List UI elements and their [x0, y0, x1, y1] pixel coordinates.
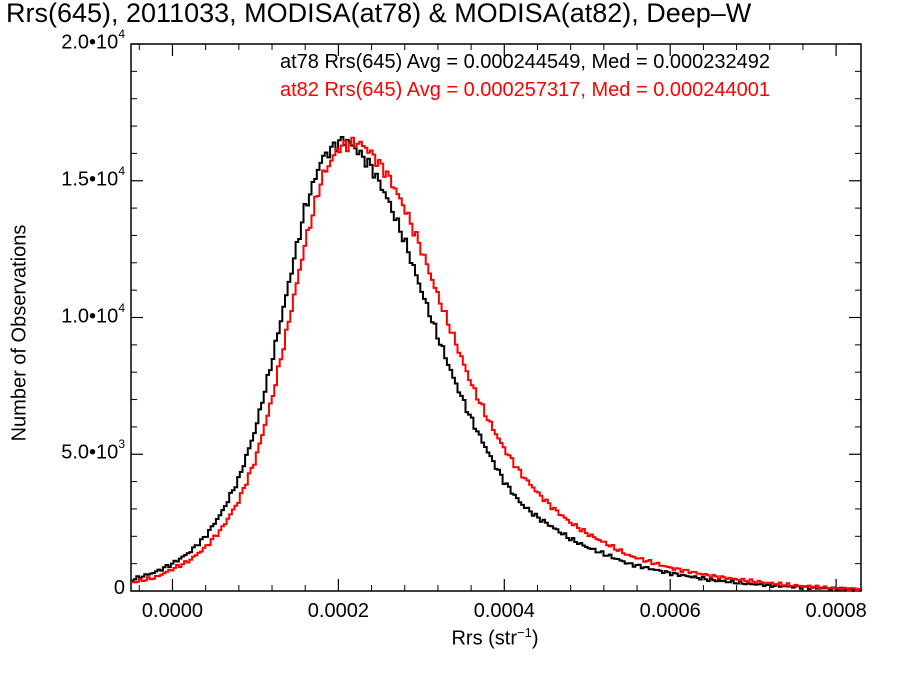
legend-entry-at82: at82 Rrs(645) Avg = 0.000257317, Med = 0… [280, 79, 771, 101]
y-tick-mantissa: 1.0•10 [61, 305, 119, 328]
x-axis-label-exponent: −1 [517, 625, 532, 640]
x-tick-label: 0.0004 [473, 600, 535, 622]
y-tick-mantissa: 2.0•10 [61, 31, 119, 54]
y-tick-label: 1.0•104 [61, 300, 125, 329]
x-tick-label: 0.0008 [805, 600, 867, 622]
x-axis-label-text: Rrs (str [451, 627, 518, 650]
legend-entry-at78: at78 Rrs(645) Avg = 0.000244549, Med = 0… [280, 51, 771, 73]
x-axis-label: Rrs (str−1) [451, 625, 538, 651]
y-tick-label: 2.0•104 [61, 27, 125, 55]
y-tick-mantissa: 0 [113, 577, 125, 599]
x-tick-label: 0.0000 [141, 600, 204, 622]
y-tick-mantissa: 1.5•10 [61, 168, 119, 191]
y-tick-label: 5.0•103 [61, 437, 125, 465]
histogram-series-at82 [131, 136, 861, 592]
histogram-series-at78 [131, 136, 862, 592]
chart-title: Rrs(645), 2011033, MODISA(at78) & MODISA… [6, 0, 752, 28]
x-tick-label: 0.0006 [639, 600, 701, 622]
y-tick-mantissa: 5.0•10 [61, 441, 119, 464]
y-tick-label: 0 [114, 577, 125, 600]
y-tick-label: 1.5•104 [61, 163, 125, 192]
y-tick-exponent: 4 [118, 27, 125, 41]
plot-frame [130, 43, 862, 592]
x-tick-label: 0.0002 [307, 600, 369, 622]
x-axis-label-close: ) [531, 627, 539, 650]
y-tick-exponent: 3 [118, 437, 125, 452]
y-tick-exponent: 4 [118, 300, 125, 315]
y-tick-exponent: 4 [118, 163, 125, 178]
legend: at78 Rrs(645) Avg = 0.000244549, Med = 0… [280, 48, 770, 104]
